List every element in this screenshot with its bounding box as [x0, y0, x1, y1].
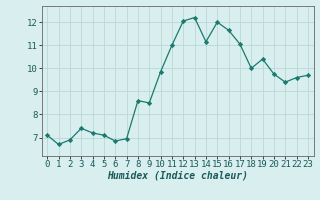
X-axis label: Humidex (Indice chaleur): Humidex (Indice chaleur) [107, 171, 248, 181]
